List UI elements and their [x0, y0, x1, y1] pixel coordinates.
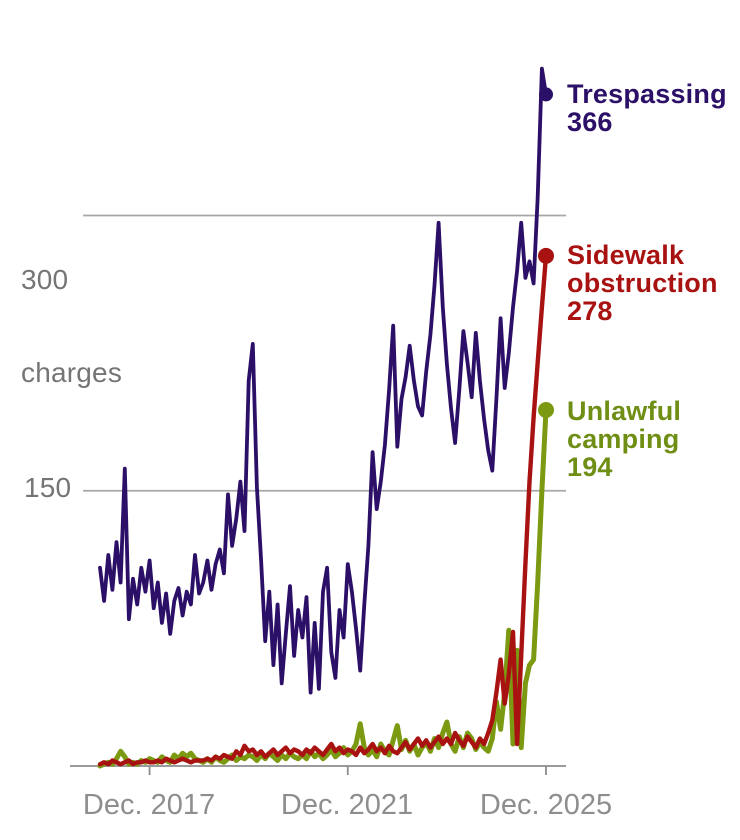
series-label-trespassing: Trespassing 366: [567, 80, 740, 136]
unlawful-camping-end-dot: [538, 402, 554, 419]
trespassing-line: [98, 66, 548, 695]
series-label-sidewalk-obstruction: Sidewalk obstruction 278: [567, 241, 740, 325]
x-tick-label-dec-2021: Dec. 2021: [280, 789, 414, 821]
x-tick-label-dec-2025: Dec. 2025: [479, 789, 613, 821]
sidewalk-obstruction-end-dot: [538, 247, 554, 264]
series-name-trespassing: Trespassing: [567, 79, 727, 109]
y-tick-label-300: 300: [21, 264, 69, 295]
series-label-unlawful-camping: Unlawful camping 194: [567, 397, 740, 481]
y-tick-label-150: 150: [24, 472, 72, 503]
y-axis-label-300: 300 charges: [21, 202, 122, 450]
x-tick-label-dec-2017: Dec. 2017: [82, 789, 216, 821]
series-value-sidewalk-obstruction: 278: [567, 296, 613, 326]
y-axis-unit-label: charges: [21, 357, 123, 388]
sidewalk-obstruction-line: [97, 253, 549, 767]
series-value-trespassing: 366: [567, 107, 613, 137]
series-value-unlawful-camping: 194: [567, 452, 613, 482]
series-name-sidewalk-obstruction: Sidewalk obstruction: [567, 240, 718, 298]
trespassing-end-dot: [539, 87, 553, 102]
series-name-unlawful-camping: Unlawful camping: [567, 396, 682, 454]
